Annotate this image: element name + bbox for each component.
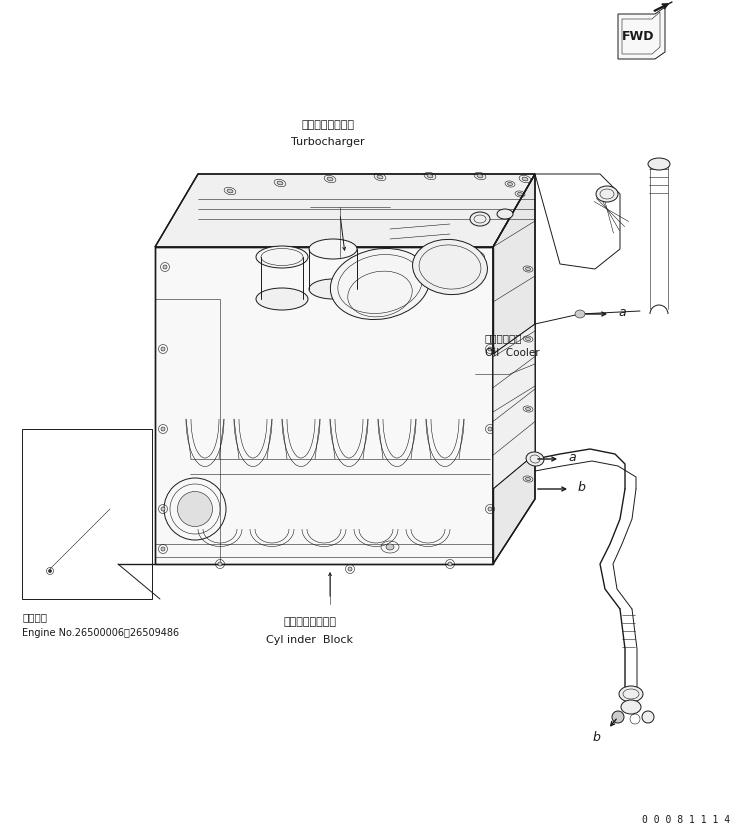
Text: Cyl inder  Block: Cyl inder Block <box>267 634 354 644</box>
Ellipse shape <box>497 210 513 220</box>
Text: a: a <box>568 451 575 464</box>
Ellipse shape <box>377 176 383 179</box>
Polygon shape <box>618 8 665 60</box>
Ellipse shape <box>161 347 165 351</box>
Polygon shape <box>155 174 535 248</box>
Ellipse shape <box>48 570 51 573</box>
Ellipse shape <box>488 428 492 432</box>
Polygon shape <box>493 325 535 490</box>
Text: ターボチャージャ: ターボチャージャ <box>302 120 355 130</box>
Ellipse shape <box>448 562 452 566</box>
Ellipse shape <box>386 544 394 550</box>
Ellipse shape <box>518 194 522 196</box>
Ellipse shape <box>178 492 212 527</box>
Ellipse shape <box>470 213 490 227</box>
Ellipse shape <box>427 175 433 179</box>
Ellipse shape <box>525 478 531 481</box>
Text: Engine No.26500006～26509486: Engine No.26500006～26509486 <box>22 627 179 638</box>
Text: シリンダブロック: シリンダブロック <box>284 616 336 626</box>
Ellipse shape <box>488 508 492 511</box>
Text: Turbocharger: Turbocharger <box>291 136 365 147</box>
Text: b: b <box>578 481 586 494</box>
Ellipse shape <box>256 289 308 311</box>
Ellipse shape <box>525 408 531 411</box>
Ellipse shape <box>488 347 492 351</box>
Text: Oil  Cooler: Oil Cooler <box>485 347 540 357</box>
Ellipse shape <box>161 508 165 511</box>
Ellipse shape <box>256 246 308 269</box>
Ellipse shape <box>163 265 167 270</box>
Ellipse shape <box>309 280 357 299</box>
Text: b: b <box>592 730 600 743</box>
Ellipse shape <box>161 547 165 552</box>
Ellipse shape <box>575 311 585 318</box>
Ellipse shape <box>522 178 528 182</box>
Ellipse shape <box>525 338 531 341</box>
Text: FWD: FWD <box>621 31 654 44</box>
Ellipse shape <box>330 249 429 320</box>
Ellipse shape <box>619 686 643 702</box>
Text: a: a <box>618 306 626 319</box>
Text: オイルクーラ: オイルクーラ <box>485 332 522 342</box>
Ellipse shape <box>161 428 165 432</box>
Ellipse shape <box>348 567 352 571</box>
Ellipse shape <box>648 159 670 171</box>
Ellipse shape <box>413 240 488 295</box>
Text: 適用号機: 適用号機 <box>22 611 47 621</box>
Ellipse shape <box>227 190 233 194</box>
Ellipse shape <box>327 178 333 182</box>
Ellipse shape <box>309 240 357 260</box>
Ellipse shape <box>525 268 531 271</box>
Ellipse shape <box>298 256 302 260</box>
Ellipse shape <box>507 184 513 186</box>
Ellipse shape <box>478 256 482 260</box>
Ellipse shape <box>526 452 544 466</box>
Ellipse shape <box>477 175 483 179</box>
Ellipse shape <box>642 711 654 723</box>
Ellipse shape <box>218 562 222 566</box>
Ellipse shape <box>612 711 624 723</box>
Polygon shape <box>493 174 535 564</box>
Ellipse shape <box>596 187 618 203</box>
Polygon shape <box>155 248 493 564</box>
Text: 0 0 0 8 1 1 1 4: 0 0 0 8 1 1 1 4 <box>642 814 730 824</box>
Ellipse shape <box>621 700 641 715</box>
Ellipse shape <box>418 256 422 260</box>
Ellipse shape <box>277 182 283 185</box>
